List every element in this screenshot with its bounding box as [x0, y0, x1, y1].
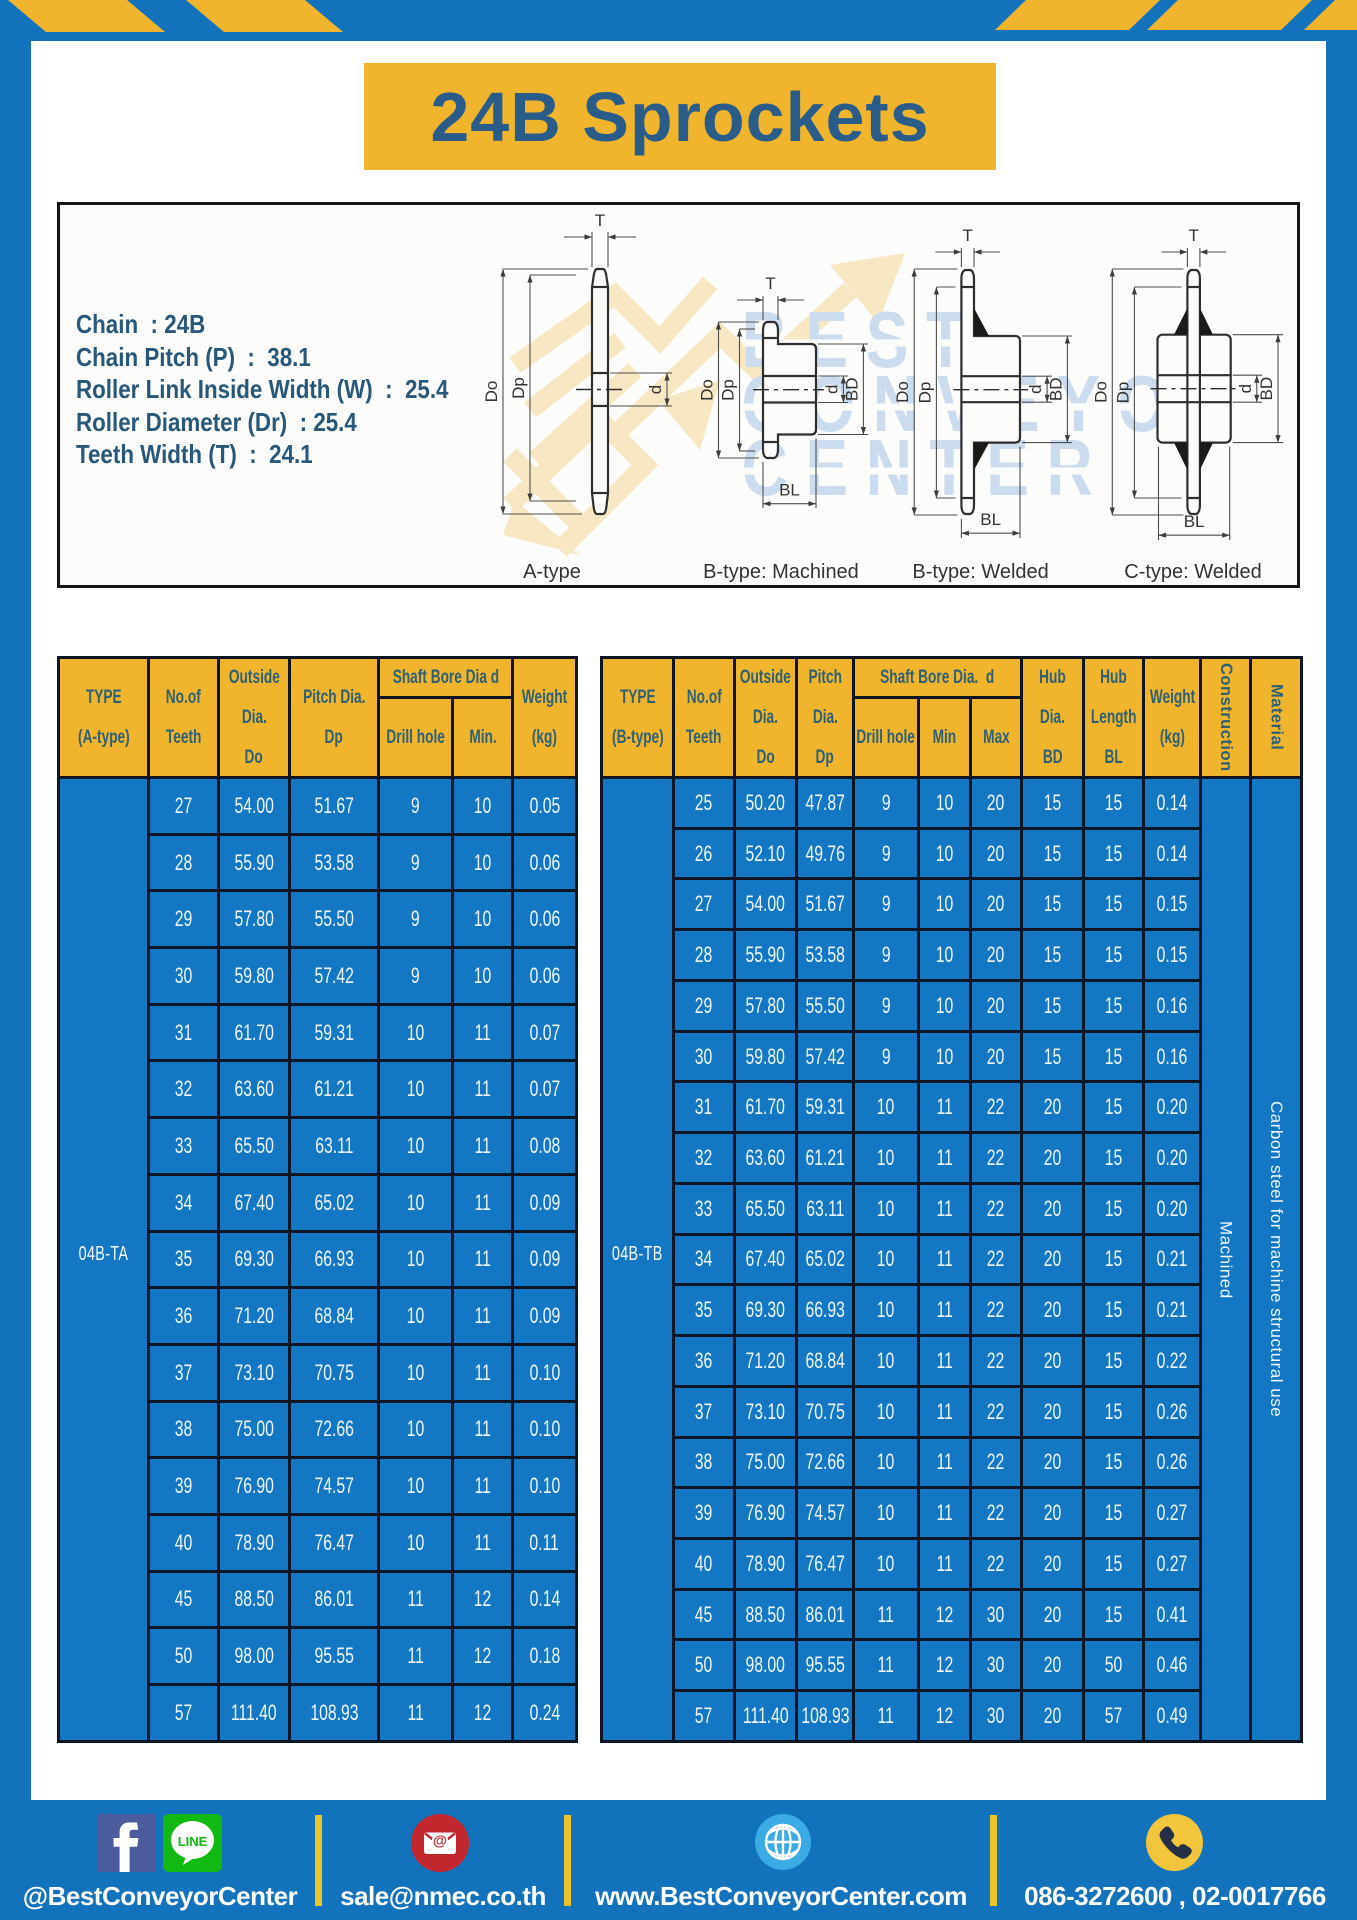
svg-text:Dp: Dp	[509, 377, 528, 399]
svg-text:Dp: Dp	[1113, 382, 1132, 404]
svg-text:T: T	[1188, 226, 1198, 245]
svg-text:Do: Do	[893, 381, 912, 403]
svg-text:BD: BD	[1046, 377, 1065, 401]
svg-text:Do: Do	[698, 379, 717, 401]
svg-text:BL: BL	[1184, 512, 1205, 531]
svg-text:T: T	[963, 226, 973, 245]
svg-text:Do: Do	[482, 381, 501, 403]
svg-text:A-type: A-type	[523, 561, 581, 583]
svg-text:BL: BL	[779, 481, 800, 500]
svg-text:BD: BD	[1257, 377, 1276, 401]
svg-text:d: d	[646, 385, 665, 394]
svg-text:B-type: Welded: B-type: Welded	[912, 561, 1048, 583]
svg-text:d: d	[1026, 384, 1045, 393]
svg-text:d: d	[1236, 384, 1255, 393]
svg-text:BL: BL	[980, 510, 1001, 529]
svg-text:BD: BD	[842, 377, 861, 401]
svg-text:LINE: LINE	[178, 1834, 208, 1849]
svg-text:d: d	[822, 385, 841, 394]
svg-text:B-type: Machined: B-type: Machined	[703, 561, 859, 583]
svg-text:@: @	[433, 1834, 447, 1850]
svg-text:Dp: Dp	[719, 379, 738, 401]
svg-text:C-type: Welded: C-type: Welded	[1124, 561, 1261, 583]
svg-text:T: T	[765, 274, 775, 293]
svg-text:Dp: Dp	[915, 382, 934, 404]
svg-text:T: T	[595, 211, 605, 230]
svg-text:Do: Do	[1091, 381, 1110, 403]
